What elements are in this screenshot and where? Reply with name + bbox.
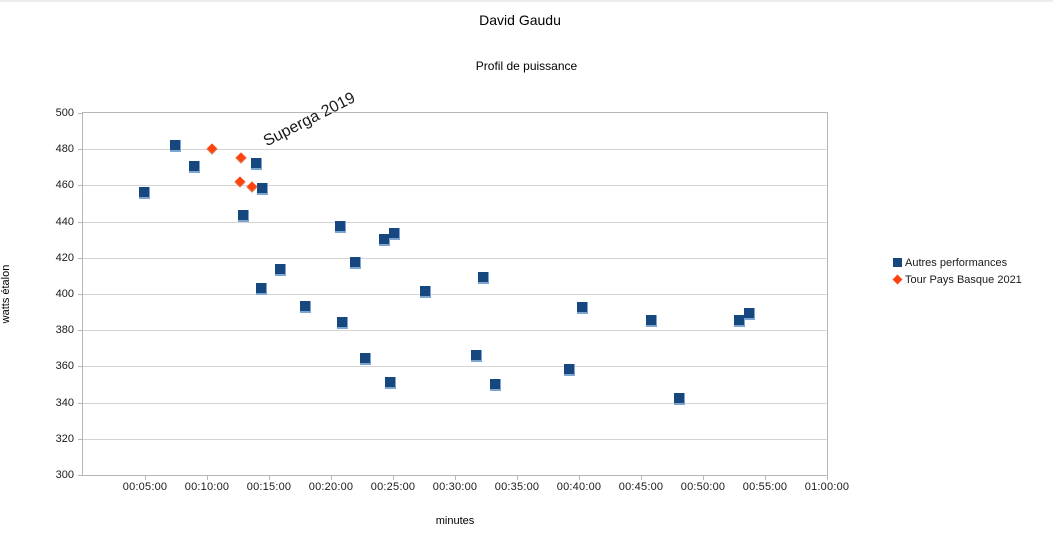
data-point-blue (563, 364, 575, 377)
x-axis-tick-label: 00:35:00 (494, 481, 540, 493)
data-point-blue (300, 300, 312, 313)
annotation-superga-2019: Superga 2019 (260, 89, 359, 151)
x-axis-tick-label: 00:20:00 (308, 481, 354, 493)
data-point-orange (206, 143, 218, 155)
y-axis-tick (78, 113, 82, 114)
y-axis-tick-label: 380 (55, 324, 74, 337)
x-axis-tick-label: 00:10:00 (184, 481, 230, 493)
data-point-blue (335, 221, 347, 234)
x-axis-tick (579, 476, 580, 480)
data-point-blue (349, 257, 361, 270)
data-point-blue (389, 228, 401, 241)
data-point-blue (490, 378, 502, 391)
y-axis-tick (78, 402, 82, 404)
x-axis-tick (331, 476, 332, 480)
data-point-blue (337, 316, 349, 329)
x-axis-tick (269, 476, 270, 480)
y-gridline (83, 330, 827, 332)
x-axis-tick (641, 476, 642, 480)
data-point-blue (139, 186, 150, 199)
data-point-blue (734, 315, 746, 328)
chart-subtitle: Profil de puissance (475, 59, 578, 73)
data-point-blue (646, 315, 658, 328)
data-point-blue (743, 307, 755, 320)
y-axis-tick (78, 330, 82, 332)
data-point-blue (360, 353, 372, 366)
orange-diamond-marker-icon (892, 274, 903, 285)
legend: Autres performances Tour Pays Basque 202… (892, 254, 1022, 288)
data-point-blue (470, 349, 482, 362)
x-axis-tick (827, 476, 828, 480)
y-axis-title: watts étalon (0, 264, 12, 324)
x-axis-tick-label: 00:30:00 (432, 481, 478, 493)
y-axis-tick-label: 440 (55, 215, 74, 228)
y-gridline (83, 185, 827, 187)
plot-area: 500 480 460 440 420 400 380 360 340 320 300 00:05:0… (56, 89, 849, 493)
y-gridline (83, 438, 827, 440)
data-point-orange (235, 152, 247, 164)
y-axis-tick-label: 300 (55, 469, 74, 481)
data-point-blue (378, 233, 390, 246)
y-gridline (83, 294, 827, 295)
legend-item-autres-performances: Autres performances (893, 254, 1022, 271)
y-axis-tick (78, 221, 82, 223)
x-axis-tick-label: 01:00:00 (804, 481, 850, 493)
data-point-blue (250, 157, 262, 170)
x-axis-tick-label: 00:25:00 (370, 481, 416, 493)
y-axis-tick-label: 400 (55, 288, 74, 300)
x-axis-tick (145, 476, 146, 480)
y-axis-tick (78, 257, 82, 259)
y-axis-tick-label: 480 (55, 143, 74, 156)
y-axis-tick (78, 294, 82, 295)
x-axis-tick-label: 00:55:00 (742, 481, 788, 493)
data-point-blue (674, 392, 686, 405)
x-axis-tick (765, 476, 766, 480)
x-axis-tick-label: 00:45:00 (618, 481, 664, 493)
y-gridline (83, 257, 827, 259)
x-axis-tick-label: 00:40:00 (556, 481, 602, 493)
y-axis-tick-label: 420 (55, 251, 74, 264)
y-gridline (83, 402, 827, 404)
x-axis-tick (517, 476, 518, 480)
legend-item-tour-pays-basque: Tour Pays Basque 2021 (892, 271, 1022, 288)
data-point-blue (256, 183, 268, 196)
y-axis-tick (78, 149, 82, 151)
x-axis-tick (207, 476, 208, 480)
y-axis-tick-label: 320 (55, 432, 74, 445)
x-axis-tick-label: 00:50:00 (680, 481, 726, 493)
y-axis-tick (78, 185, 82, 187)
data-point-blue (275, 264, 287, 277)
x-axis-tick (703, 476, 704, 480)
y-gridline (83, 366, 827, 368)
legend-label-autres-performances: Autres performances (905, 256, 1008, 269)
x-axis-tick (393, 476, 394, 480)
data-point-blue (255, 282, 267, 295)
x-axis-tick-label: 00:05:00 (122, 481, 168, 493)
y-axis-tick-label: 460 (55, 179, 74, 192)
x-axis-tick (455, 476, 456, 480)
x-axis-tick-label: 00:15:00 (246, 481, 292, 493)
x-axis-title: minutes (435, 515, 475, 527)
y-axis-tick (78, 475, 82, 476)
legend-label-tour-pays-basque: Tour Pays Basque 2021 (905, 273, 1022, 286)
y-gridline (83, 149, 827, 151)
y-axis-tick (78, 438, 82, 440)
y-axis-tick (78, 366, 82, 368)
data-point-blue (577, 302, 589, 315)
y-axis-tick-label: 340 (55, 396, 74, 409)
data-point-blue (170, 139, 181, 152)
y-axis-tick-label: 360 (55, 360, 74, 373)
data-point-blue (238, 210, 250, 223)
data-point-blue (384, 376, 396, 389)
data-point-blue (477, 271, 489, 284)
y-gridline (83, 221, 827, 223)
y-axis-tick-label: 500 (55, 107, 74, 119)
data-point-blue (420, 286, 432, 299)
chart-title: David Gaudu (479, 12, 561, 28)
data-point-blue (188, 161, 200, 174)
blue-square-marker-icon (893, 258, 902, 267)
